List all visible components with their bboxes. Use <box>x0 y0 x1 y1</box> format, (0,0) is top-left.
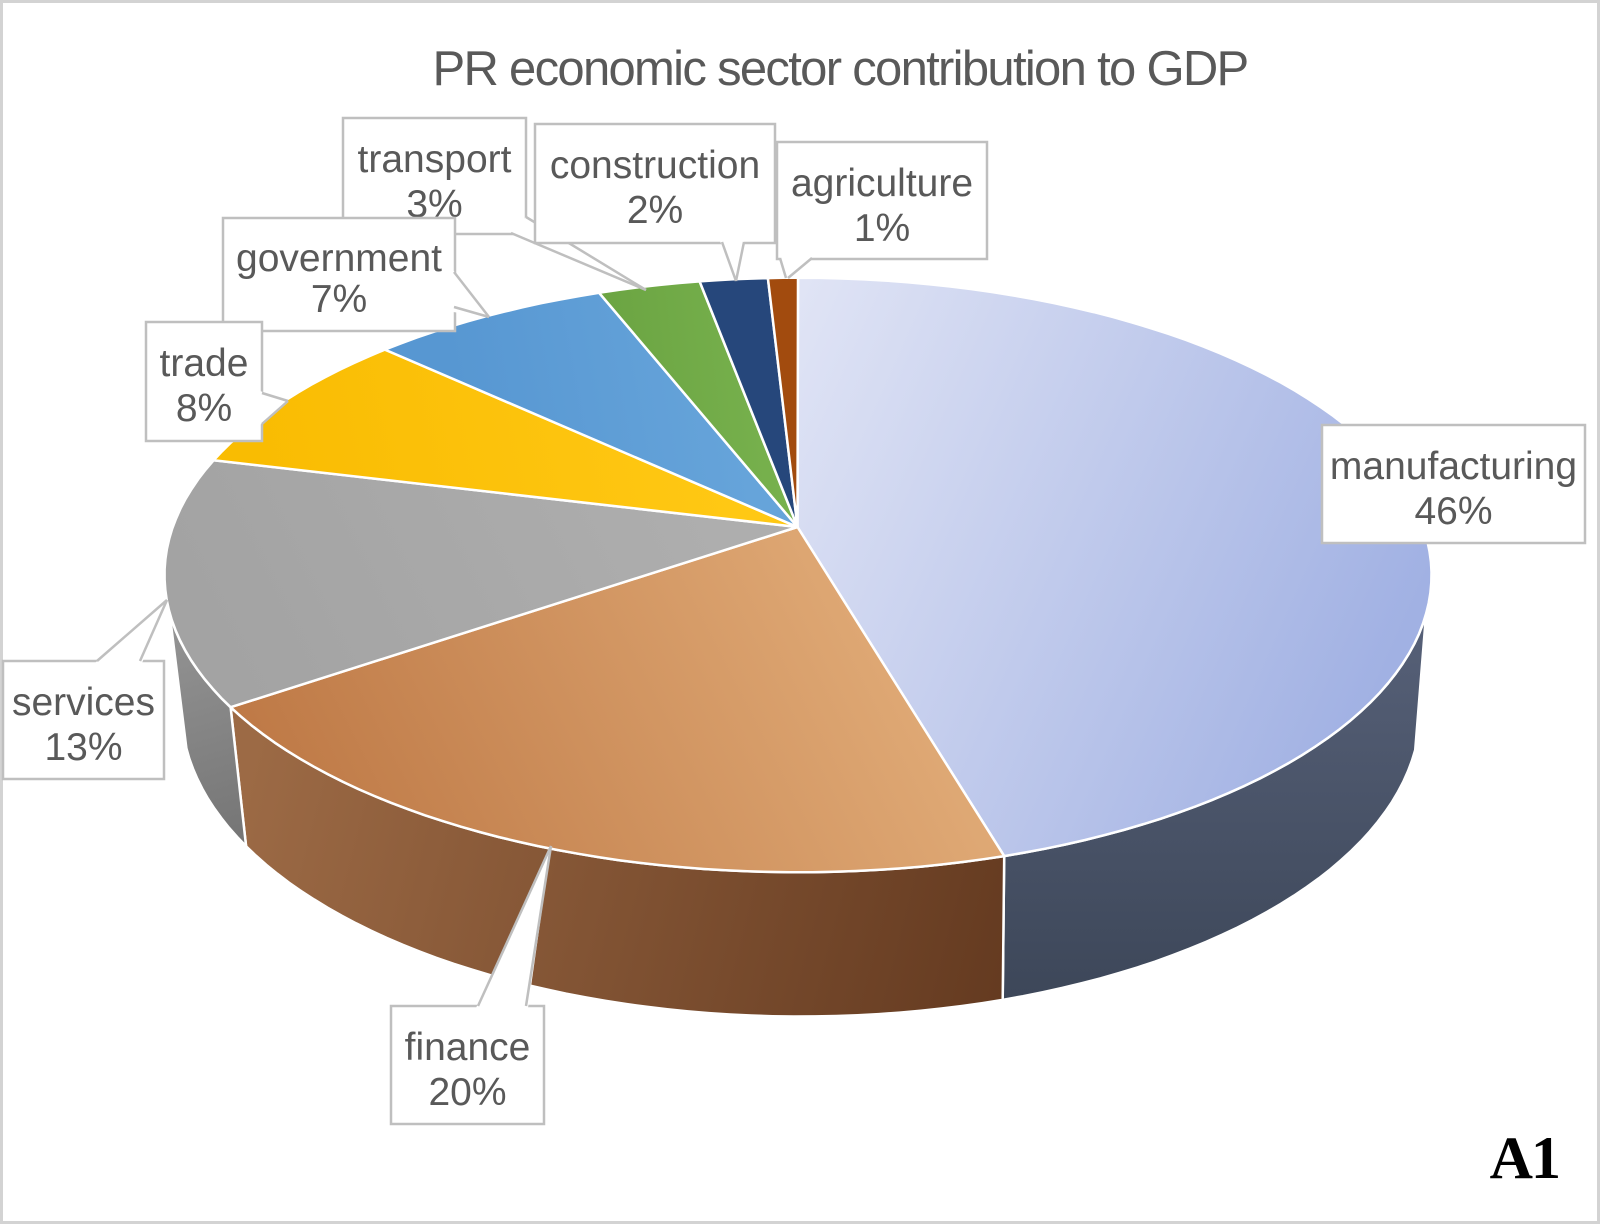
svg-text:PR economic sector contributio: PR economic sector contribution to GDP <box>432 42 1247 96</box>
svg-text:transport: transport <box>358 138 512 181</box>
svg-text:20%: 20% <box>428 1071 506 1114</box>
svg-text:manufacturing: manufacturing <box>1330 445 1577 488</box>
svg-text:trade: trade <box>160 342 249 385</box>
svg-text:A1: A1 <box>1490 1125 1559 1191</box>
svg-text:7%: 7% <box>311 278 367 321</box>
svg-text:government: government <box>236 237 442 280</box>
svg-text:finance: finance <box>405 1026 531 1069</box>
svg-text:13%: 13% <box>44 726 122 769</box>
svg-text:services: services <box>12 681 155 724</box>
svg-text:2%: 2% <box>627 189 683 232</box>
svg-text:1%: 1% <box>854 207 910 250</box>
svg-text:8%: 8% <box>176 387 232 430</box>
svg-text:construction: construction <box>550 144 760 187</box>
svg-text:46%: 46% <box>1414 490 1492 533</box>
svg-text:agriculture: agriculture <box>791 162 973 205</box>
